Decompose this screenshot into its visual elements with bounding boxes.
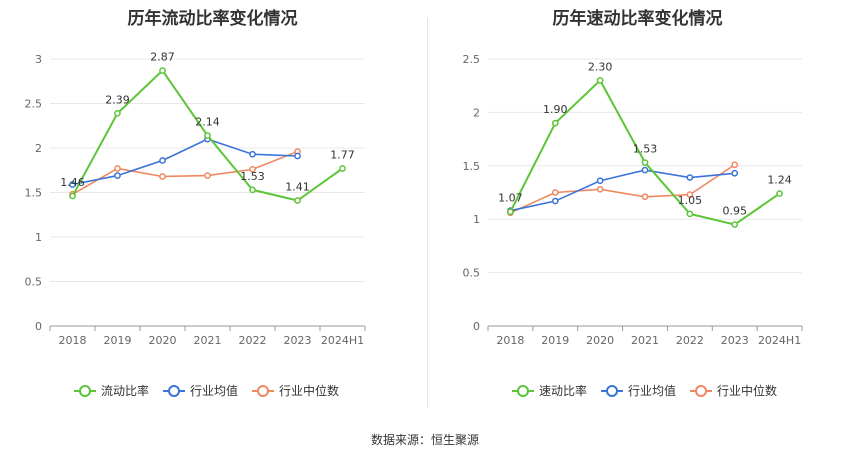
data-label: 2.14 <box>195 116 220 129</box>
legend-label: 流动比率 <box>101 383 149 398</box>
data-point <box>114 172 121 179</box>
legend-label: 行业中位数 <box>279 383 339 398</box>
data-point <box>596 77 604 84</box>
data-point <box>114 109 121 117</box>
legend-marker <box>79 385 91 397</box>
x-tick-label: 2024H1 <box>758 334 801 347</box>
y-tick-label: 1 <box>35 231 42 244</box>
y-tick-label: 1 <box>473 213 480 226</box>
legend-label: 行业均值 <box>628 383 676 398</box>
data-label: 1.53 <box>633 143 658 156</box>
data-label: 0.95 <box>722 205 747 218</box>
data-point <box>641 159 649 166</box>
data-label: 1.41 <box>285 181 310 194</box>
y-tick-label: 0 <box>35 320 42 333</box>
legend-marker <box>517 385 529 397</box>
chart-title: 历年流动比率变化情况 <box>127 9 298 29</box>
data-point <box>114 165 121 172</box>
x-tick-label: 2024H1 <box>321 334 364 347</box>
data-point <box>204 132 211 139</box>
data-label: 2.30 <box>588 60 613 73</box>
data-point <box>686 210 694 218</box>
data-label: 1.07 <box>498 192 523 205</box>
data-point <box>776 190 783 197</box>
data-point <box>731 161 739 169</box>
data-point <box>507 208 514 216</box>
legend-label: 速动比率 <box>539 383 587 398</box>
x-tick-label: 2022 <box>676 334 704 347</box>
data-point <box>551 197 559 205</box>
x-tick-label: 2019 <box>104 334 132 347</box>
data-point <box>551 189 559 196</box>
y-tick-label: 2.5 <box>25 98 43 111</box>
quick-ratio-plot: 0 0.5 1 1.5 2 2.5 2018 2019 2020 2021 2022 2023 2024… <box>463 53 803 398</box>
y-tick-label: 3 <box>35 53 42 66</box>
quick-ratio-chart: 历年速动比率变化情况 0 0.5 1 1.5 2 2.5 2018 2019 2020 2021 2… <box>425 0 850 420</box>
y-tick-label: 1.5 <box>25 187 43 200</box>
x-tick-label: 2019 <box>541 334 569 347</box>
legend-marker <box>695 385 707 397</box>
data-point <box>69 192 76 200</box>
data-point <box>731 221 739 228</box>
data-point <box>641 166 649 174</box>
data-point <box>294 152 301 160</box>
x-tick-label: 2021 <box>194 334 222 347</box>
y-tick-label: 0 <box>473 320 480 333</box>
series-line <box>72 138 298 186</box>
legend-marker <box>257 385 269 397</box>
y-tick-label: 2 <box>35 142 42 155</box>
data-label: 1.46 <box>60 176 85 189</box>
data-point <box>159 157 166 164</box>
data-point <box>596 177 604 185</box>
y-tick-label: 2 <box>473 106 480 119</box>
data-point <box>339 165 346 172</box>
data-point <box>159 67 166 74</box>
y-tick-label: 0.5 <box>25 276 43 289</box>
series-line <box>510 169 735 212</box>
x-tick-label: 2018 <box>496 334 524 347</box>
data-point <box>294 197 301 204</box>
data-point <box>686 174 694 181</box>
data-point <box>204 172 211 179</box>
x-tick-label: 2020 <box>149 334 177 347</box>
current-ratio-plot: 0 0.5 1 1.5 2 2.5 3 2018 2019 2020 2021 2022 2023 202… <box>25 51 366 398</box>
data-point <box>249 150 256 158</box>
data-point <box>249 186 256 194</box>
data-label: 1.77 <box>330 148 355 161</box>
data-label: 1.53 <box>240 170 265 183</box>
data-point <box>641 193 649 201</box>
data-point <box>596 185 604 193</box>
x-tick-label: 2020 <box>586 334 614 347</box>
data-label: 1.05 <box>678 194 703 207</box>
data-point <box>551 119 559 127</box>
x-tick-label: 2018 <box>59 334 87 347</box>
series-line <box>510 164 736 214</box>
legend-marker <box>168 385 180 397</box>
y-tick-label: 0.5 <box>463 267 481 280</box>
data-point <box>159 173 166 180</box>
data-point <box>69 181 76 188</box>
y-tick-label: 2.5 <box>463 53 481 66</box>
data-point <box>731 169 739 177</box>
y-tick-label: 1.5 <box>463 160 481 173</box>
data-label: 2.87 <box>150 51 175 64</box>
data-point <box>686 191 694 198</box>
x-tick-label: 2022 <box>239 334 267 347</box>
legend-label: 行业均值 <box>190 383 238 398</box>
x-tick-label: 2023 <box>721 334 749 347</box>
current-ratio-chart: 历年流动比率变化情况 0 0.5 1 1.5 2 2.5 3 2018 2019 2020 2021… <box>0 0 425 420</box>
data-label: 1.90 <box>543 103 568 116</box>
x-tick-label: 2023 <box>284 334 312 347</box>
chart-title: 历年速动比率变化情况 <box>552 9 723 29</box>
data-label: 2.39 <box>105 93 130 106</box>
panel-divider <box>427 18 428 408</box>
data-source: 数据来源：恒生聚源 <box>370 433 479 447</box>
data-point <box>249 166 256 173</box>
x-tick-label: 2021 <box>631 334 659 347</box>
data-label: 1.24 <box>767 174 792 187</box>
series-line <box>72 150 298 195</box>
legend-label: 行业中位数 <box>717 383 777 398</box>
legend-marker <box>606 385 618 397</box>
